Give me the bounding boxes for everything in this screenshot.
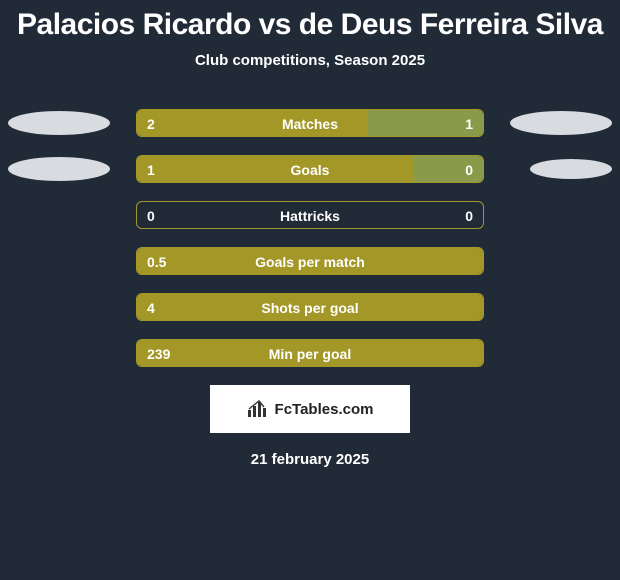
stat-label: Shots per goal [137,294,483,321]
stat-bar-track: 21Matches [136,109,484,137]
player-oval-left [8,157,110,181]
player-oval-right [530,159,612,179]
stat-row: 00Hattricks [8,201,612,229]
stats-area: 21Matches 10Goals 00Hattricks 0.5Goals per … [0,109,620,367]
stat-row: 10Goals [8,155,612,183]
stat-row: 0.5Goals per match [8,247,612,275]
stat-label: Min per goal [137,340,483,367]
page-subtitle: Club competitions, Season 2025 [0,52,620,69]
page-title: Palacios Ricardo vs de Deus Ferreira Sil… [0,8,620,42]
stat-label: Matches [137,110,483,137]
stat-bar-track: 00Hattricks [136,201,484,229]
stat-bar-track: 0.5Goals per match [136,247,484,275]
comparison-card: Palacios Ricardo vs de Deus Ferreira Sil… [0,0,620,580]
stat-row: 239Min per goal [8,339,612,367]
stat-bar-track: 10Goals [136,155,484,183]
branding-box[interactable]: FcTables.com [210,385,410,433]
stat-bar-track: 4Shots per goal [136,293,484,321]
stat-bar-track: 239Min per goal [136,339,484,367]
bar-chart-icon [247,400,269,418]
footer-date: 21 february 2025 [0,451,620,468]
branding-text: FcTables.com [275,401,374,418]
stat-row: 21Matches [8,109,612,137]
stat-label: Goals per match [137,248,483,275]
stat-label: Hattricks [137,202,483,229]
stat-row: 4Shots per goal [8,293,612,321]
player-oval-left [8,111,110,135]
stat-label: Goals [137,156,483,183]
player-oval-right [510,111,612,135]
